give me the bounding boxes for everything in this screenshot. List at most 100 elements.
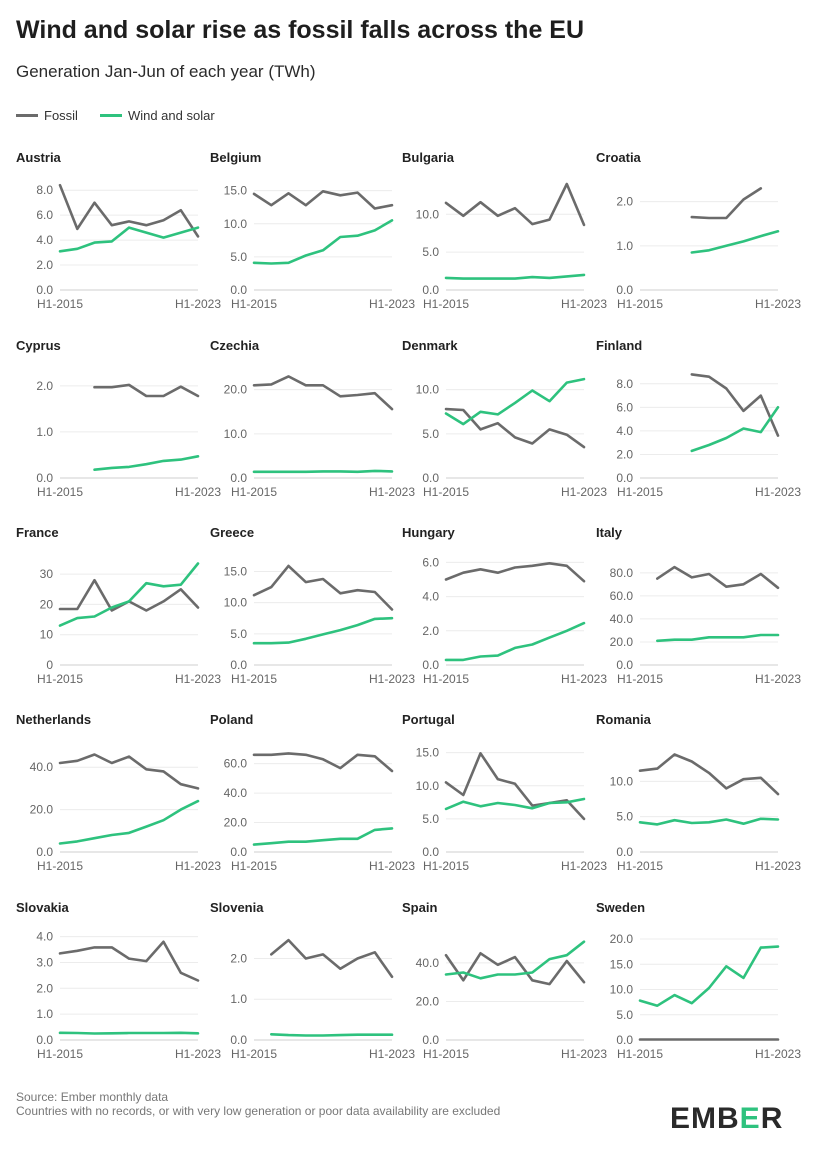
y-tick-label: 0.0	[616, 283, 633, 297]
y-tick-label: 4.0	[36, 930, 53, 944]
y-tick-label: 6.0	[422, 555, 439, 569]
panel-title-greece: Greece	[210, 525, 254, 540]
panel-title-czechia: Czechia	[210, 338, 260, 353]
series-wind-solar-line	[93, 455, 200, 471]
series-wind-solar-line	[58, 1031, 200, 1035]
panel-portugal: Portugal 0.0 5.0 10.0 15.0 H1-2015 H1-2023	[402, 712, 607, 873]
panel-title-romania: Romania	[596, 712, 652, 727]
y-tick-label: 8.0	[36, 183, 53, 197]
x-tick-label: H1-2015	[37, 672, 83, 686]
ember-logo: EMBER	[670, 1102, 784, 1135]
y-tick-label: 0.0	[230, 658, 247, 672]
y-tick-label: 10.0	[224, 427, 248, 441]
panel-title-austria: Austria	[16, 150, 62, 165]
panel-italy: Italy 0.0 20.0 40.0 60.0 80.0 H1-2015 H1-2023	[596, 525, 801, 686]
series-wind-solar-line	[58, 799, 200, 845]
panel-poland: Poland 0.0 20.0 40.0 60.0 H1-2015 H1-2023	[210, 712, 415, 873]
x-tick-label: H1-2023	[369, 297, 415, 311]
panel-title-denmark: Denmark	[402, 338, 458, 353]
y-tick-label: 6.0	[616, 400, 633, 414]
series-wind-solar-line	[690, 230, 780, 254]
x-tick-label: H1-2015	[37, 1047, 83, 1061]
x-tick-label: H1-2015	[231, 297, 277, 311]
y-tick-label: 0.0	[36, 471, 53, 485]
panel-france: France 0 10 20 30 H1-2015 H1-2023	[16, 525, 221, 686]
panel-netherlands: Netherlands 0.0 20.0 40.0 H1-2015 H1-2023	[16, 712, 221, 873]
x-tick-label: H1-2023	[369, 672, 415, 686]
y-tick-label: 5.0	[422, 245, 439, 259]
legend-wind-solar-swatch	[99, 114, 122, 117]
y-tick-label: 20.0	[224, 383, 248, 397]
y-tick-label: 40.0	[30, 760, 54, 774]
y-tick-label: 0.0	[616, 658, 633, 672]
y-tick-label: 2.0	[36, 258, 53, 272]
panel-title-italy: Italy	[596, 525, 623, 540]
series-wind-solar-line	[444, 797, 586, 811]
y-tick-label: 2.0	[36, 379, 53, 393]
y-tick-label: 0.0	[36, 845, 53, 859]
x-tick-label: H1-2023	[175, 1047, 221, 1061]
series-wind-solar-line	[444, 940, 586, 980]
y-tick-label: 2.0	[230, 951, 247, 965]
footer: Source: Ember monthly data Countries wit…	[16, 1090, 656, 1118]
x-tick-label: H1-2015	[617, 1047, 663, 1061]
x-tick-label: H1-2023	[755, 297, 801, 311]
y-tick-label: 10.0	[610, 983, 634, 997]
x-tick-label: H1-2015	[617, 297, 663, 311]
panel-hungary: Hungary 0.0 2.0 4.0 6.0 H1-2015 H1-2023	[402, 525, 607, 686]
x-tick-label: H1-2023	[561, 485, 607, 499]
chart-title: Wind and solar rise as fossil falls acro…	[16, 16, 585, 44]
panel-denmark: Denmark 0.0 5.0 10.0 H1-2015 H1-2023	[402, 338, 607, 499]
x-tick-label: H1-2015	[231, 859, 277, 873]
series-fossil-line	[444, 952, 586, 986]
y-tick-label: 4.0	[422, 590, 439, 604]
panel-croatia: Croatia 0.0 1.0 2.0 H1-2015 H1-2023	[596, 150, 801, 311]
y-tick-label: 40.0	[224, 786, 248, 800]
panel-title-cyprus: Cyprus	[16, 338, 61, 353]
y-tick-label: 10.0	[610, 774, 634, 788]
series-fossil-line	[58, 753, 200, 790]
y-tick-label: 80.0	[610, 566, 634, 580]
panel-title-france: France	[16, 525, 59, 540]
x-tick-label: H1-2023	[175, 859, 221, 873]
series-fossil-line	[690, 187, 763, 220]
series-wind-solar-line	[690, 406, 780, 453]
panel-finland: Finland 0.0 2.0 4.0 6.0 8.0 H1-2015 H1-2023	[596, 338, 801, 499]
y-tick-label: 0.0	[422, 845, 439, 859]
series-fossil-line	[638, 753, 780, 796]
series-wind-solar-line	[58, 226, 200, 253]
series-wind-solar-line	[252, 616, 394, 645]
series-wind-solar-line	[638, 945, 780, 1007]
y-tick-label: 2.0	[616, 195, 633, 209]
y-tick-label: 5.0	[422, 427, 439, 441]
y-tick-label: 5.0	[422, 812, 439, 826]
x-tick-label: H1-2015	[423, 485, 469, 499]
x-tick-label: H1-2023	[561, 859, 607, 873]
x-tick-label: H1-2015	[231, 672, 277, 686]
series-fossil-line	[444, 407, 586, 449]
y-tick-label: 5.0	[230, 250, 247, 264]
series-fossil-line	[444, 562, 586, 583]
y-tick-label: 6.0	[36, 208, 53, 222]
x-tick-label: H1-2023	[561, 672, 607, 686]
y-tick-label: 0.0	[230, 471, 247, 485]
panel-spain: Spain 0.0 20.0 40.0 H1-2015 H1-2023	[402, 900, 607, 1061]
y-tick-label: 20.0	[30, 803, 54, 817]
panel-belgium: Belgium 0.0 5.0 10.0 15.0 H1-2015 H1-2023	[210, 150, 415, 311]
series-fossil-line	[93, 383, 200, 398]
y-tick-label: 0.0	[230, 845, 247, 859]
panel-title-hungary: Hungary	[402, 525, 456, 540]
x-tick-label: H1-2015	[423, 297, 469, 311]
series-wind-solar-line	[252, 469, 394, 474]
panel-slovakia: Slovakia 0.0 1.0 2.0 3.0 4.0 H1-2015 H1-2023	[16, 900, 221, 1061]
y-tick-label: 0.0	[616, 1033, 633, 1047]
series-fossil-line	[690, 373, 780, 437]
series-wind-solar-line	[656, 633, 780, 643]
series-fossil-line	[252, 752, 394, 773]
y-tick-label: 4.0	[36, 233, 53, 247]
series-fossil-line	[444, 752, 586, 821]
y-tick-label: 10.0	[416, 779, 440, 793]
y-tick-label: 10.0	[224, 596, 248, 610]
y-tick-label: 5.0	[616, 810, 633, 824]
y-tick-label: 60.0	[224, 757, 248, 771]
